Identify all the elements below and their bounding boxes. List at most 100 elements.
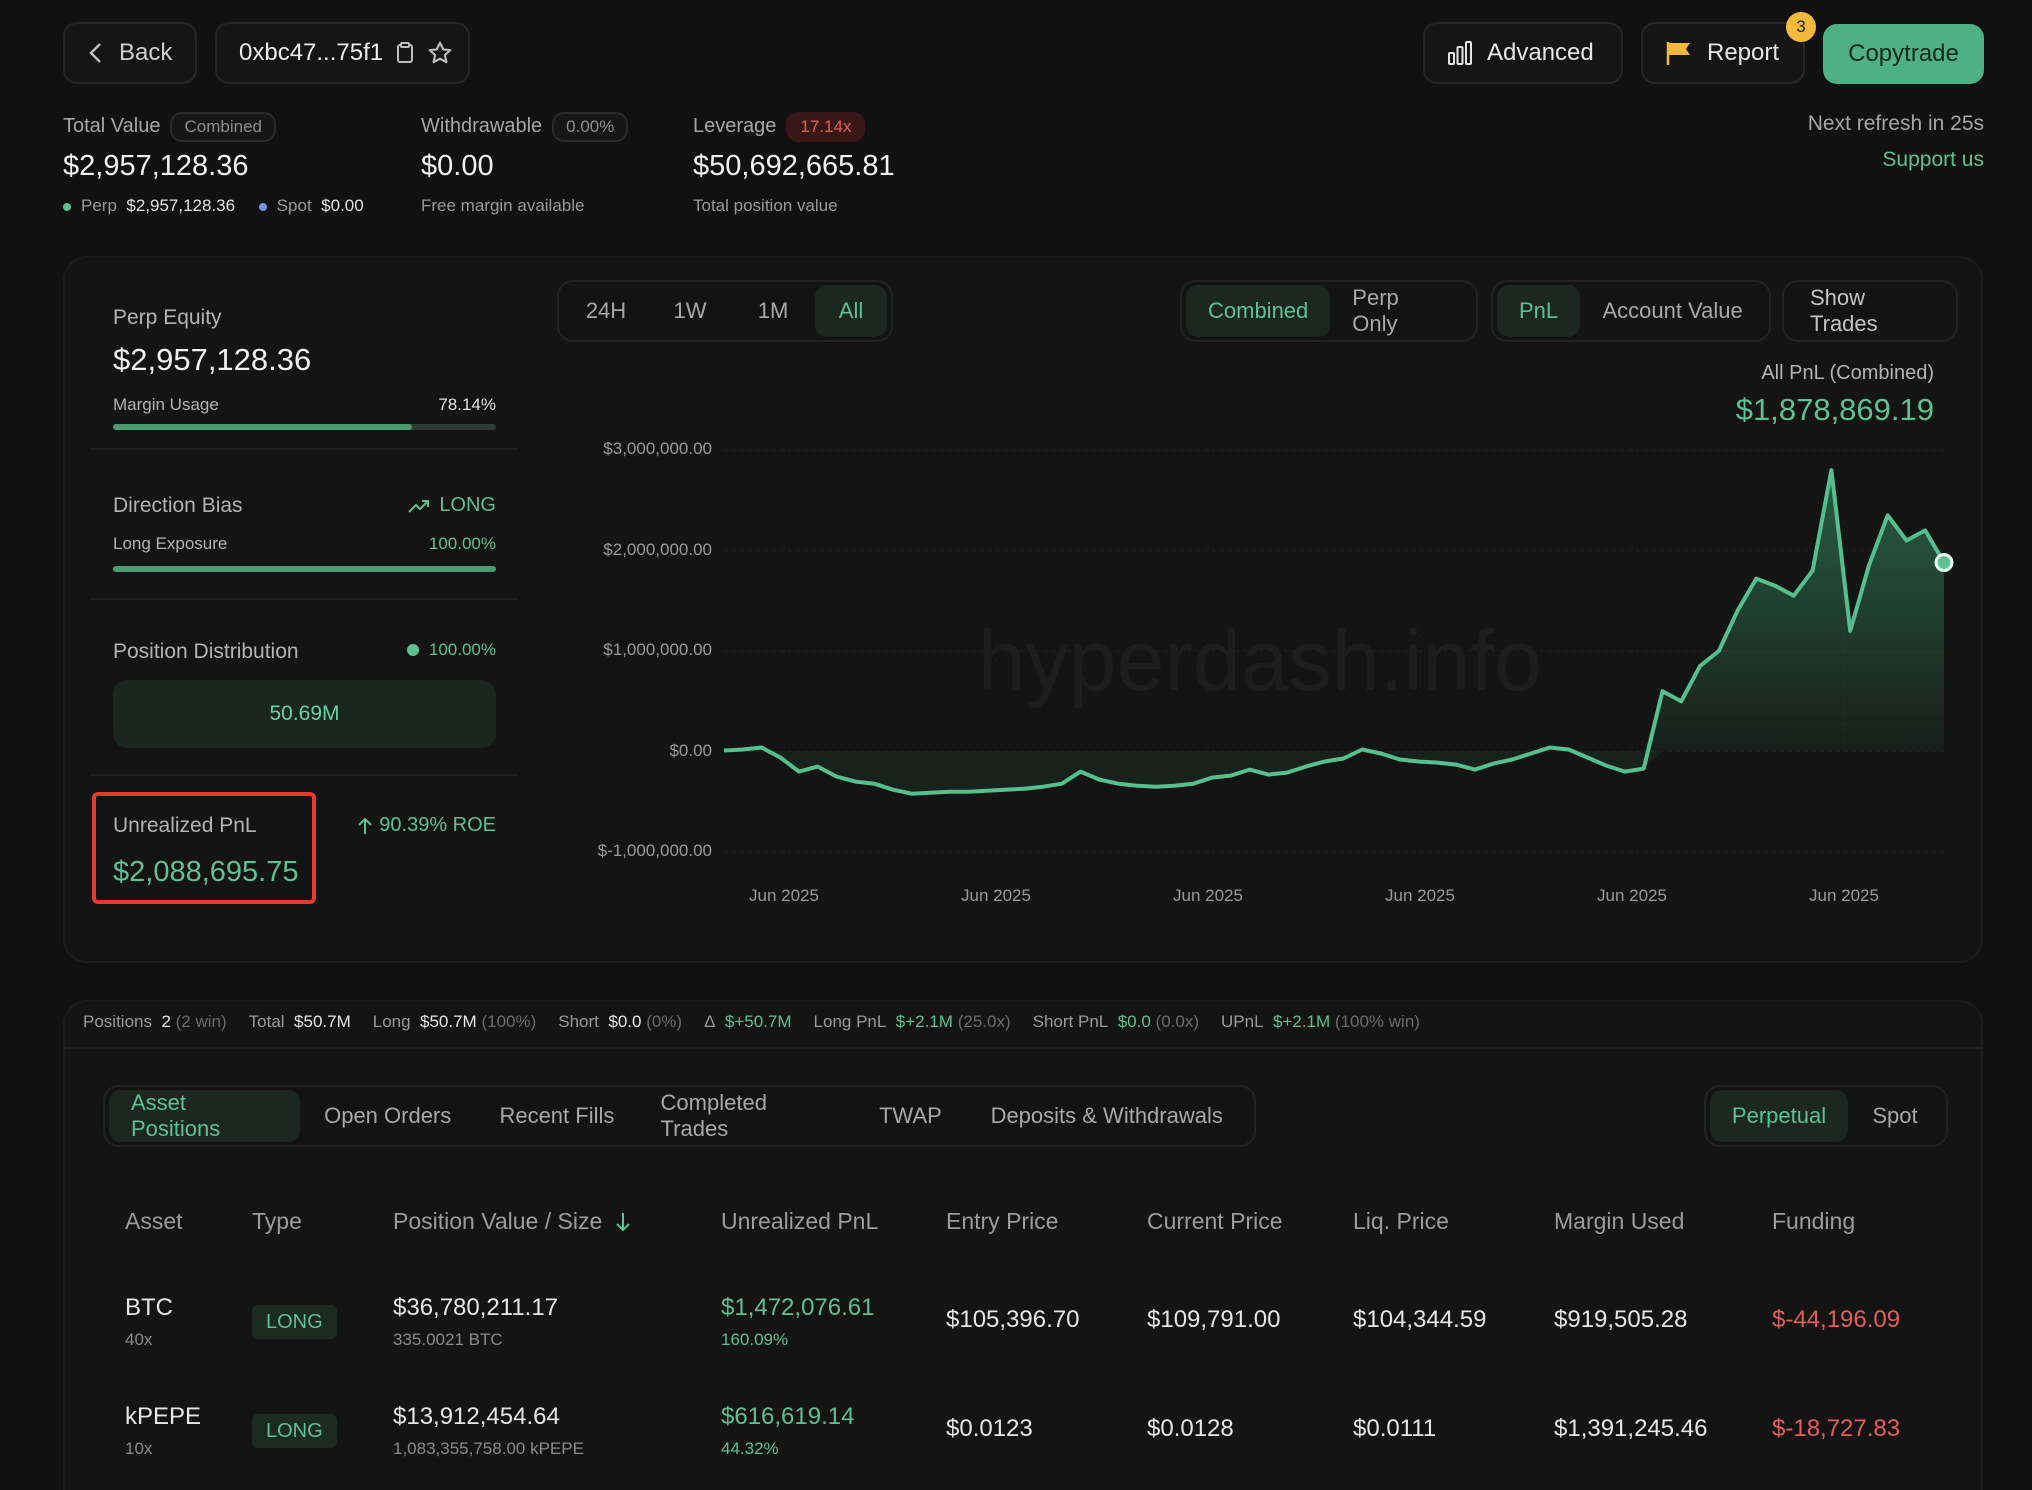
row-position-value: $13,912,454.64	[393, 1403, 560, 1430]
col-entry-price[interactable]: Entry Price	[946, 1208, 1059, 1234]
stat-upnl-label: UPnL	[1221, 1012, 1264, 1031]
col-unrealized-pnl[interactable]: Unrealized PnL	[721, 1208, 879, 1234]
flag-icon	[1666, 42, 1690, 65]
perp-value: $2,957,128.36	[126, 196, 236, 215]
x-tick-label: Jun 2025	[1173, 886, 1243, 905]
margin-usage-bar	[113, 424, 496, 430]
unrealized-pnl-label: Unrealized PnL	[113, 814, 257, 837]
mode-combined[interactable]: Combined	[1186, 285, 1331, 337]
pnl-line	[723, 468, 1946, 796]
total-position-value: $50,692,665.81	[693, 150, 895, 182]
address-chip[interactable]: 0xbc47...75f1	[215, 22, 470, 84]
overview-card	[63, 256, 1983, 963]
stat-short-label: Short	[558, 1012, 599, 1031]
copytrade-button[interactable]: Copytrade	[1823, 24, 1984, 84]
sort-down-icon	[616, 1212, 630, 1231]
col-margin-used[interactable]: Margin Used	[1554, 1208, 1685, 1234]
withdrawable-header: Withdrawable 0.00%	[421, 112, 629, 142]
col-position-value[interactable]: Position Value / Size	[393, 1208, 632, 1235]
unrealized-pnl-value: $2,088,695.75	[113, 856, 299, 888]
col-liq-price[interactable]: Liq. Price	[1353, 1208, 1449, 1234]
tab-spot[interactable]: Spot	[1872, 1103, 1918, 1128]
col-type[interactable]: Type	[252, 1208, 302, 1234]
stat-upnl: UPnL $+2.1M (100% win)	[1221, 1012, 1420, 1032]
stat-delta-value: $+50.7M	[724, 1012, 792, 1031]
advanced-button[interactable]: Advanced	[1423, 22, 1623, 84]
range-24h[interactable]: 24H	[585, 298, 627, 323]
perp-equity-value: $2,957,128.36	[113, 342, 312, 377]
row-margin-used: $1,391,245.46	[1554, 1415, 1708, 1442]
show-trades-button[interactable]: Show Trades	[1810, 285, 1878, 336]
row-funding: $-18,727.83	[1772, 1415, 1901, 1442]
perp-equity-label: Perp Equity	[113, 306, 222, 329]
y-tick-label: $1,000,000.00	[603, 640, 712, 659]
stat-total-label: Total	[248, 1012, 285, 1031]
pnl-chart[interactable]: hyperdash.info	[0, 0, 2032, 963]
row-entry-price: $0.0123	[946, 1415, 1033, 1442]
show-trades-wrap: Show Trades	[1782, 280, 1958, 342]
row-position-value: $36,780,211.17	[393, 1294, 559, 1321]
x-tick-label: Jun 2025	[749, 886, 819, 905]
x-tick-label: Jun 2025	[1385, 886, 1455, 905]
report-count-badge: 3	[1786, 12, 1816, 42]
tab-open-orders[interactable]: Open Orders	[324, 1103, 452, 1128]
col-current-price[interactable]: Current Price	[1147, 1208, 1283, 1234]
distribution-bar[interactable]: 50.69M	[113, 680, 496, 748]
total-position-value-text: Total position value	[693, 196, 838, 215]
metric-pnl[interactable]: PnL	[1497, 285, 1581, 337]
stat-short-pnl-label: Short PnL	[1032, 1012, 1109, 1031]
left-divider-2	[90, 598, 518, 600]
report-label: Report	[1707, 39, 1780, 66]
tab-completed-trades[interactable]: Completed Trades	[660, 1090, 767, 1141]
metric-selector: PnL Account Value	[1491, 280, 1771, 342]
range-1m[interactable]: 1M	[757, 298, 789, 323]
y-tick-label: $2,000,000.00	[603, 539, 712, 559]
tab-perpetual[interactable]: Perpetual	[1710, 1090, 1848, 1142]
mode-perp-only[interactable]: Perp Only	[1352, 285, 1399, 336]
stat-short-pnl: Short PnL $0.0 (0.0x)	[1033, 1012, 1199, 1032]
stat-short-meta: (0%)	[646, 1012, 683, 1031]
direction-bias: LONG	[406, 494, 496, 517]
margin-usage-value: 78.14%	[438, 395, 496, 414]
spot-dot	[258, 202, 267, 211]
back-button[interactable]: Back	[63, 22, 197, 84]
leverage-header: Leverage 17.14x	[693, 112, 866, 142]
range-1w[interactable]: 1W	[673, 298, 707, 323]
stat-positions-value: 2	[161, 1012, 171, 1031]
roe: 90.39% ROE	[350, 814, 496, 837]
report-button[interactable]: Report	[1641, 22, 1805, 84]
row-position-size: 335.0021 BTC	[393, 1330, 503, 1349]
stat-long-pnl-meta: (25.0x)	[957, 1012, 1011, 1031]
row-pnl: $1,472,076.61	[721, 1294, 875, 1321]
stat-total-value: $50.7M	[294, 1012, 351, 1031]
range-selector: 24H 1W 1M All	[557, 280, 893, 342]
row-asset[interactable]: kPEPE	[125, 1403, 202, 1430]
row-funding: $-44,196.09	[1772, 1306, 1901, 1333]
support-link[interactable]: Support us	[1882, 148, 1984, 171]
direction-bias-label: Direction Bias	[113, 494, 243, 517]
tab-deposits-withdrawals[interactable]: Deposits & Withdrawals	[990, 1103, 1223, 1128]
row-pnl-pct: 44.32%	[721, 1439, 779, 1458]
stat-total: Total $50.7M	[249, 1012, 351, 1032]
row-margin-used: $919,505.28	[1554, 1306, 1688, 1333]
left-divider	[90, 448, 518, 450]
tab-asset-positions[interactable]: Asset Positions	[109, 1090, 301, 1142]
star-icon[interactable]	[427, 40, 453, 66]
tab-recent-fills[interactable]: Recent Fills	[499, 1103, 615, 1128]
margin-usage-fill	[113, 424, 413, 430]
clipboard-icon[interactable]	[395, 41, 415, 65]
bar-chart-icon	[1448, 41, 1472, 65]
stat-long-meta: (100%)	[481, 1012, 537, 1031]
tab-twap[interactable]: TWAP	[879, 1103, 942, 1128]
mode-selector: Combined Perp Only	[1180, 280, 1478, 342]
y-tick-label: $-1,000,000.00	[597, 841, 712, 860]
long-exposure-label: Long Exposure	[113, 534, 228, 553]
range-all[interactable]: All	[815, 285, 887, 337]
metric-account-value[interactable]: Account Value	[1602, 298, 1743, 323]
position-distribution-label: Position Distribution	[113, 640, 299, 663]
col-funding[interactable]: Funding	[1772, 1208, 1856, 1234]
row-leverage: 10x	[125, 1439, 153, 1458]
col-asset[interactable]: Asset	[125, 1208, 183, 1234]
row-asset[interactable]: BTC	[125, 1294, 173, 1321]
direction-bias-value: LONG	[439, 494, 496, 516]
